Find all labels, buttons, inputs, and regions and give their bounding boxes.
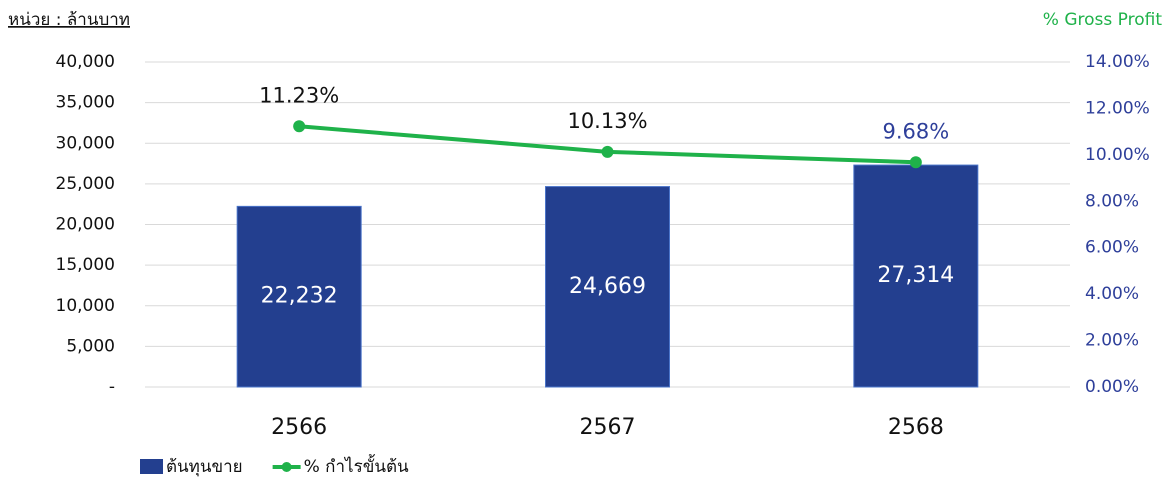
y2-tick-label: 12.00% bbox=[1085, 98, 1150, 118]
line-value-label: 11.23% bbox=[259, 83, 339, 107]
y-tick-label: 30,000 bbox=[56, 133, 115, 153]
bar bbox=[236, 205, 362, 388]
line-point bbox=[909, 156, 922, 169]
y-tick-label: 35,000 bbox=[56, 93, 115, 113]
legend-label: ต้นทุนขาย bbox=[166, 457, 243, 477]
x-tick-label: 2567 bbox=[580, 415, 636, 440]
line-point bbox=[601, 145, 614, 158]
y-tick-label: 10,000 bbox=[56, 296, 115, 316]
bar bbox=[545, 186, 670, 388]
bar-value-label: 24,669 bbox=[569, 274, 646, 299]
y2-tick-label: 6.00% bbox=[1085, 238, 1139, 258]
y-tick-label: 20,000 bbox=[56, 215, 115, 235]
line-point bbox=[293, 120, 306, 133]
line-value-label: 10.13% bbox=[567, 109, 647, 133]
line-value-label: 9.68% bbox=[882, 119, 949, 143]
y2-title: % Gross Profit bbox=[1043, 10, 1163, 30]
y2-tick-label: 14.00% bbox=[1085, 52, 1150, 72]
legend-label: % กำไรขั้นต้น bbox=[304, 454, 409, 477]
bar bbox=[853, 164, 979, 388]
y-tick-label: - bbox=[109, 377, 115, 397]
y-tick-label: 5,000 bbox=[66, 336, 115, 356]
x-tick-label: 2566 bbox=[271, 415, 327, 440]
bar-value-label: 27,314 bbox=[877, 263, 954, 288]
unit-label: หน่วย : ล้านบาท bbox=[8, 10, 130, 30]
bar-value-label: 22,232 bbox=[261, 284, 338, 309]
y-tick-label: 25,000 bbox=[56, 174, 115, 194]
x-tick-label: 2568 bbox=[888, 415, 944, 440]
y-tick-label: 15,000 bbox=[56, 255, 115, 275]
legend-point bbox=[281, 462, 292, 472]
y2-tick-label: 4.00% bbox=[1085, 284, 1139, 304]
y2-tick-label: 2.00% bbox=[1085, 331, 1139, 351]
y2-tick-label: 0.00% bbox=[1085, 377, 1139, 397]
legend-swatch bbox=[140, 459, 163, 474]
y2-tick-label: 10.00% bbox=[1085, 145, 1150, 165]
y-tick-label: 40,000 bbox=[56, 52, 115, 72]
y2-tick-label: 8.00% bbox=[1085, 191, 1139, 211]
